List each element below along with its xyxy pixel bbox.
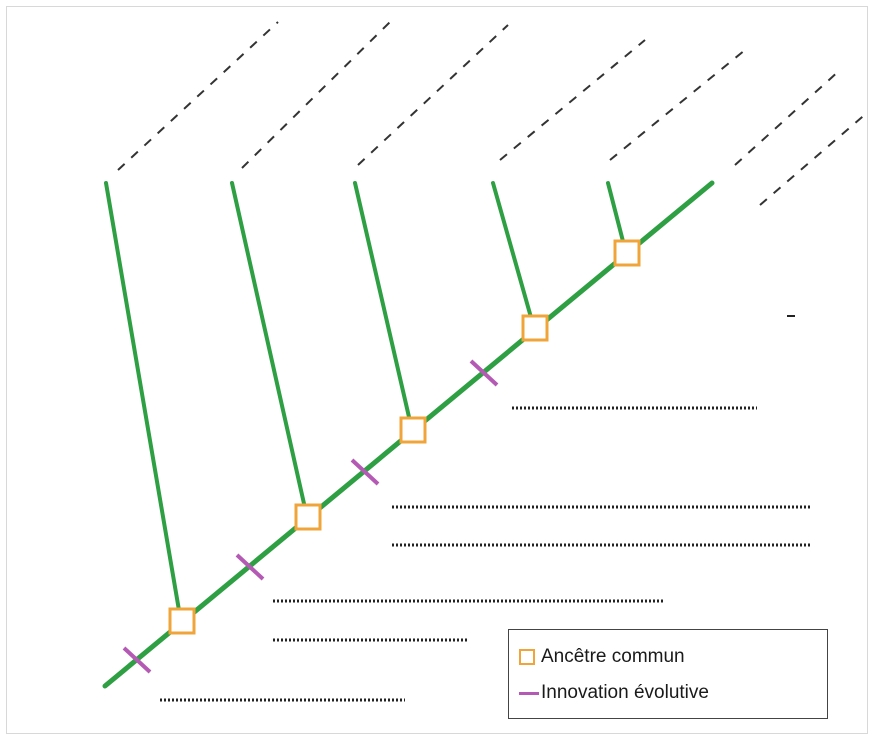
legend-innovation-label: Innovation évolutive (541, 682, 709, 703)
innovation-mark-4 (469, 359, 499, 387)
innovation-marks (122, 359, 499, 674)
innovation-dash-icon (519, 691, 539, 695)
ancestor-node-2 (294, 503, 322, 531)
ancestor-nodes (168, 239, 641, 635)
innovation-mark-3 (350, 458, 380, 486)
ancestor-node-5 (613, 239, 641, 267)
innovation-mark-2 (235, 553, 265, 581)
ancestor-square-icon (519, 649, 535, 665)
legend: Ancêtre commun Innovation évolutive (508, 629, 828, 719)
branches (104, 181, 628, 624)
ancestor-node-1 (168, 607, 196, 635)
taxon-placeholder-6b (759, 111, 869, 206)
taxon-placeholder-2 (241, 19, 393, 169)
taxon-placeholder-4 (499, 39, 646, 161)
legend-row-ancestor: Ancêtre commun (519, 646, 685, 668)
answer-lines (160, 406, 812, 702)
legend-row-innovation: Innovation évolutive (519, 682, 709, 704)
taxon-placeholder-5 (609, 49, 746, 161)
ancestor-node-3 (399, 416, 427, 444)
taxon-placeholder-6a (734, 69, 841, 166)
figure-frame (6, 6, 868, 734)
branch-1 (104, 181, 183, 624)
legend-ancestor-label: Ancêtre commun (541, 646, 685, 667)
branch-3 (353, 181, 414, 432)
taxon-placeholder-1 (117, 21, 279, 171)
taxon-name-placeholders (117, 19, 869, 206)
ancestor-node-4 (521, 314, 549, 342)
branch-2 (230, 181, 309, 519)
innovation-mark-1 (122, 646, 152, 674)
branch-4 (491, 181, 536, 330)
taxon-placeholder-3 (357, 24, 509, 166)
